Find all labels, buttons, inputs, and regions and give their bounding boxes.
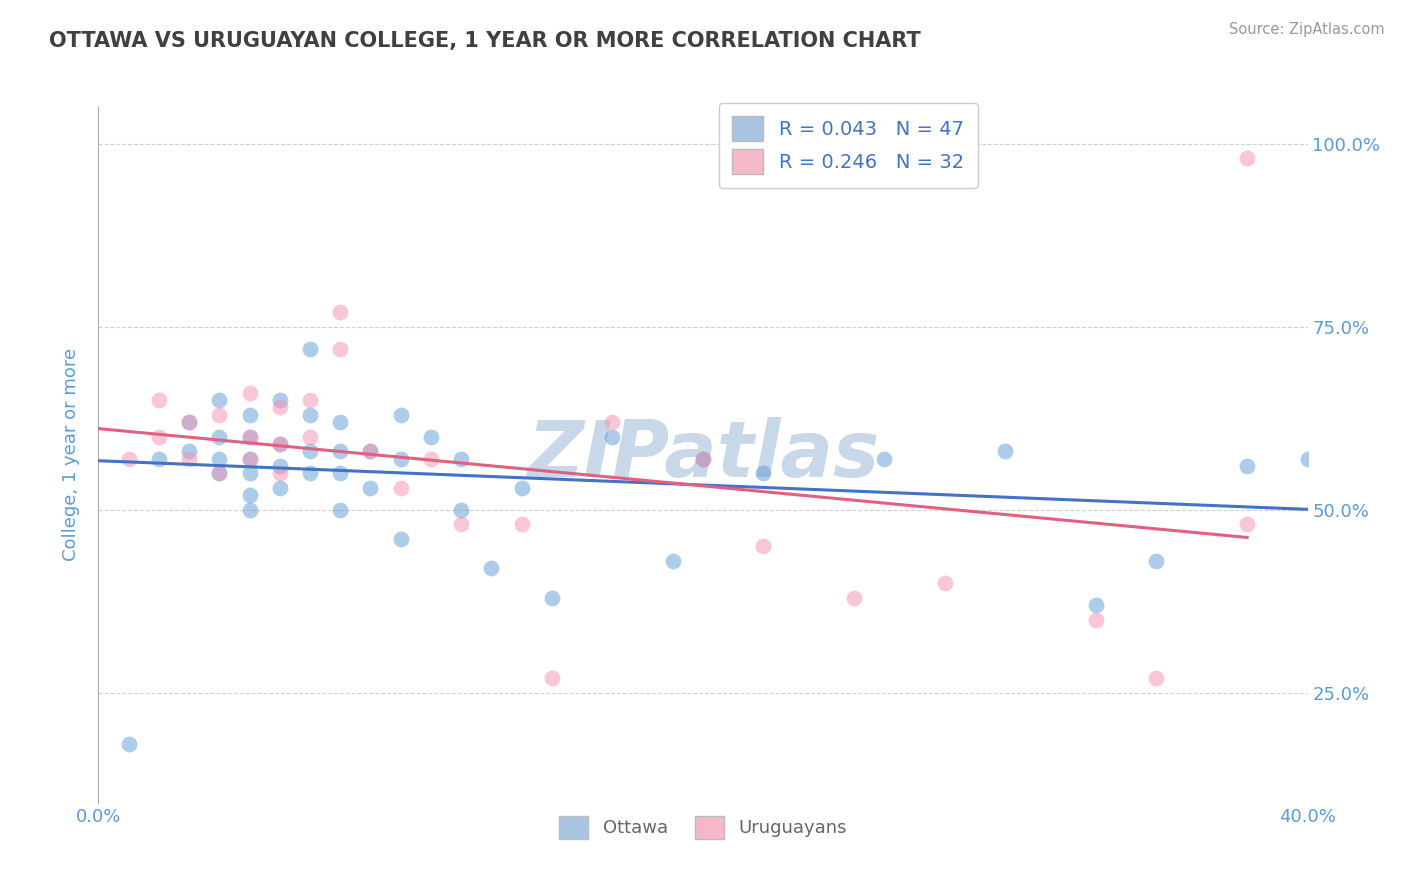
Point bbox=[208, 451, 231, 466]
Point bbox=[752, 540, 775, 554]
Point bbox=[118, 451, 141, 466]
Point bbox=[450, 503, 472, 517]
Point bbox=[844, 591, 866, 605]
Point bbox=[148, 392, 170, 407]
Point bbox=[239, 503, 262, 517]
Point bbox=[299, 444, 322, 458]
Point bbox=[661, 554, 683, 568]
Point bbox=[692, 451, 714, 466]
Point bbox=[692, 451, 714, 466]
Point bbox=[389, 408, 412, 422]
Point bbox=[602, 415, 624, 429]
Point bbox=[510, 517, 533, 532]
Point bbox=[269, 467, 291, 481]
Point bbox=[179, 451, 201, 466]
Point bbox=[208, 429, 231, 443]
Point bbox=[269, 437, 291, 451]
Point bbox=[179, 415, 201, 429]
Point bbox=[329, 503, 352, 517]
Point bbox=[239, 451, 262, 466]
Point bbox=[1085, 613, 1108, 627]
Legend: Ottawa, Uruguayans: Ottawa, Uruguayans bbox=[553, 808, 853, 846]
Point bbox=[269, 458, 291, 473]
Point bbox=[148, 429, 170, 443]
Point bbox=[1236, 517, 1258, 532]
Point bbox=[239, 451, 262, 466]
Point bbox=[148, 451, 170, 466]
Point bbox=[450, 451, 472, 466]
Text: ZIPatlas: ZIPatlas bbox=[527, 417, 879, 493]
Point bbox=[179, 444, 201, 458]
Point bbox=[481, 561, 503, 575]
Point bbox=[360, 481, 382, 495]
Point bbox=[420, 429, 443, 443]
Point bbox=[329, 305, 352, 319]
Point bbox=[239, 488, 262, 502]
Point bbox=[239, 408, 262, 422]
Point bbox=[540, 671, 562, 685]
Text: Source: ZipAtlas.com: Source: ZipAtlas.com bbox=[1229, 22, 1385, 37]
Point bbox=[389, 451, 412, 466]
Point bbox=[329, 467, 352, 481]
Point bbox=[208, 467, 231, 481]
Point bbox=[934, 576, 956, 591]
Point bbox=[752, 467, 775, 481]
Point bbox=[994, 444, 1017, 458]
Point bbox=[269, 481, 291, 495]
Point bbox=[1296, 451, 1319, 466]
Point bbox=[208, 467, 231, 481]
Point bbox=[208, 392, 231, 407]
Point bbox=[420, 451, 443, 466]
Point bbox=[1144, 554, 1167, 568]
Point bbox=[450, 517, 472, 532]
Point bbox=[510, 481, 533, 495]
Point bbox=[239, 385, 262, 400]
Point bbox=[389, 481, 412, 495]
Point bbox=[389, 532, 412, 546]
Point bbox=[269, 401, 291, 415]
Point bbox=[360, 444, 382, 458]
Point bbox=[299, 392, 322, 407]
Point bbox=[299, 342, 322, 356]
Point bbox=[208, 408, 231, 422]
Point bbox=[329, 342, 352, 356]
Point bbox=[269, 392, 291, 407]
Point bbox=[1144, 671, 1167, 685]
Point bbox=[602, 429, 624, 443]
Point bbox=[299, 429, 322, 443]
Point bbox=[329, 415, 352, 429]
Point bbox=[540, 591, 562, 605]
Point bbox=[239, 429, 262, 443]
Text: OTTAWA VS URUGUAYAN COLLEGE, 1 YEAR OR MORE CORRELATION CHART: OTTAWA VS URUGUAYAN COLLEGE, 1 YEAR OR M… bbox=[49, 31, 921, 51]
Point bbox=[1236, 151, 1258, 165]
Point bbox=[299, 467, 322, 481]
Point bbox=[329, 444, 352, 458]
Point bbox=[1085, 598, 1108, 612]
Point bbox=[118, 737, 141, 751]
Point bbox=[239, 429, 262, 443]
Point bbox=[179, 415, 201, 429]
Point bbox=[269, 437, 291, 451]
Point bbox=[299, 408, 322, 422]
Point bbox=[1236, 458, 1258, 473]
Point bbox=[873, 451, 896, 466]
Point bbox=[239, 467, 262, 481]
Point bbox=[360, 444, 382, 458]
Y-axis label: College, 1 year or more: College, 1 year or more bbox=[62, 349, 80, 561]
